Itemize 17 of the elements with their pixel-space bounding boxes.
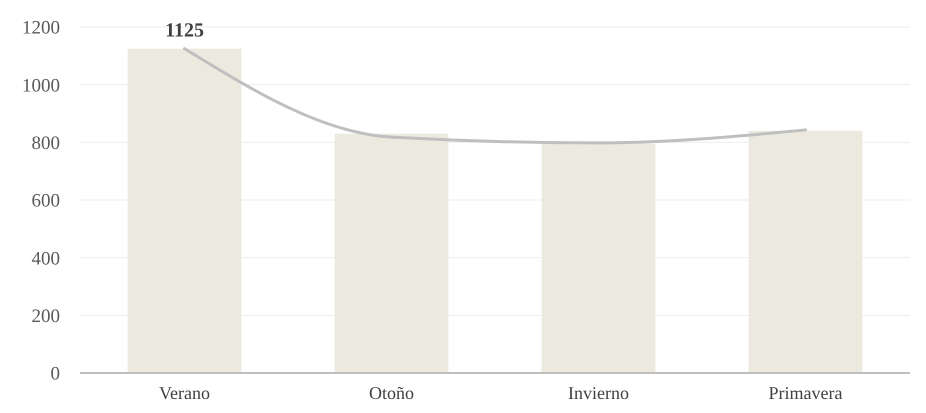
y-tick-label: 200 — [32, 306, 60, 327]
bar — [748, 130, 862, 373]
data-label: 1125 — [165, 20, 204, 42]
y-tick-label: 600 — [32, 190, 60, 212]
x-tick-label: Otoño — [369, 383, 414, 403]
y-tick-label: 1000 — [22, 75, 60, 96]
x-tick-label: Primavera — [768, 383, 842, 403]
bar — [128, 48, 242, 373]
y-tick-label: 800 — [32, 132, 60, 154]
bar — [542, 144, 656, 373]
x-tick-label: Verano — [159, 383, 210, 403]
x-tick-label: Invierno — [568, 383, 629, 403]
y-tick-label: 0 — [50, 364, 60, 385]
line-series — [183, 47, 807, 144]
y-tick-label: 400 — [32, 248, 60, 270]
bar — [334, 134, 448, 373]
y-tick-label: 1200 — [22, 18, 60, 39]
